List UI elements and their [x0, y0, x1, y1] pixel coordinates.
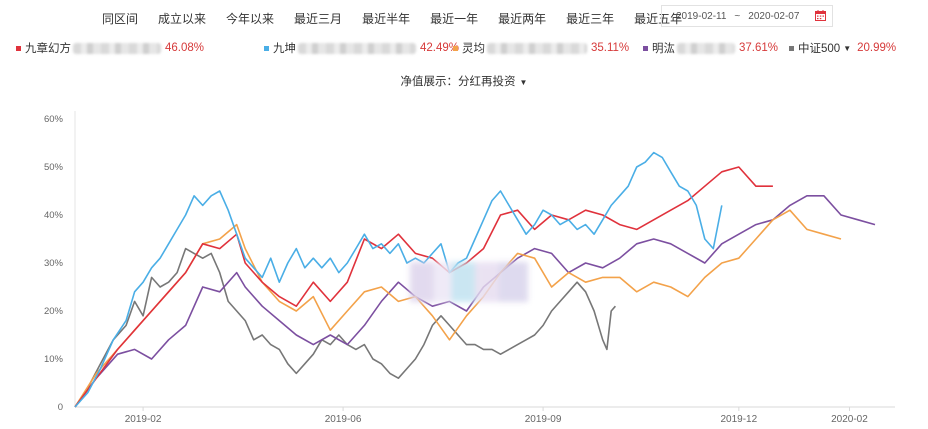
date-start[interactable]: 2019-02-11 — [676, 10, 727, 22]
legend-label: 明汯 — [652, 43, 675, 55]
x-tick-label: 2020-02 — [831, 414, 868, 425]
y-tick-label: 50% — [44, 162, 64, 173]
legend-item-lingjun[interactable]: 灵均 35.11% — [453, 40, 629, 56]
chevron-down-icon[interactable]: ▼ — [843, 43, 852, 53]
legend-label: 九坤 — [273, 43, 296, 55]
redaction-blur — [298, 42, 416, 54]
series-line-九坤 — [74, 151, 723, 408]
y-tick-label: 10% — [44, 354, 64, 365]
series-line-灵均 — [74, 209, 842, 408]
y-tick-label: 20% — [44, 306, 64, 317]
period-tab[interactable]: 成立以来 — [158, 12, 207, 26]
legend-return: 42.49% — [420, 42, 460, 54]
x-tick-label: 2019-09 — [525, 414, 562, 425]
period-tab[interactable]: 最近五年 — [634, 12, 683, 26]
nav-display-selector[interactable]: 净值展示：分红再投资 ▼ — [0, 73, 928, 89]
period-tab[interactable]: 最近一年 — [430, 12, 479, 26]
period-tab[interactable]: 同区间 — [102, 12, 139, 26]
legend-swatch — [643, 45, 648, 51]
date-end[interactable]: 2020-02-07 — [748, 10, 800, 22]
legend-swatch — [789, 45, 794, 51]
period-tab[interactable]: 最近半年 — [362, 12, 411, 26]
y-tick-label: 0 — [58, 402, 63, 413]
legend-label: 九章幻方 — [25, 43, 71, 55]
legend-label: 灵均 — [462, 43, 485, 55]
y-tick-label: 40% — [44, 210, 64, 221]
redaction-blur — [487, 42, 587, 54]
date-separator: ~ — [734, 10, 741, 22]
date-range-picker[interactable]: 2019-02-11 ~ 2020-02-07 — [661, 5, 833, 27]
series-line-九章幻方 — [74, 166, 773, 408]
nav-display-label: 净值展示：分红再投资 — [400, 76, 516, 88]
redaction-blur — [73, 42, 161, 54]
legend-return: 35.11% — [591, 42, 630, 54]
legend-swatch — [264, 45, 269, 51]
y-tick-label: 60% — [44, 114, 64, 125]
x-tick-label: 2019-06 — [325, 414, 362, 425]
legend-item-jiukun[interactable]: 九坤 42.49% — [264, 40, 459, 56]
x-tick-label: 2019-02 — [125, 414, 162, 425]
legend-label: 中证500 — [798, 43, 841, 55]
redaction-blur — [677, 42, 735, 54]
period-tab[interactable]: 最近三年 — [566, 12, 615, 26]
period-tab[interactable]: 今年以来 — [226, 12, 275, 26]
legend-return: 46.08% — [165, 42, 205, 54]
legend-item-minghong[interactable]: 明汯 37.61% — [643, 40, 778, 56]
legend-return: 20.99% — [857, 42, 897, 54]
period-tab[interactable]: 最近两年 — [498, 12, 547, 26]
calendar-icon[interactable] — [815, 10, 826, 21]
chevron-down-icon[interactable]: ▼ — [519, 78, 528, 87]
legend-item-jiuzhang[interactable]: 九章幻方 46.08% — [16, 40, 204, 56]
y-tick-label: 30% — [44, 258, 64, 269]
legend-swatch — [453, 45, 458, 51]
legend-return: 37.61% — [739, 42, 779, 54]
x-tick-label: 2019-12 — [720, 414, 757, 425]
period-tabs: 同区间 成立以来 今年以来 最近三月 最近半年 最近一年 最近两年 最近三年 最近五年 — [90, 6, 692, 31]
legend-item-csi500[interactable]: 中证500 ▼ 20.99% — [789, 40, 896, 56]
series-line-中证500 — [74, 247, 617, 408]
redaction-mosaic — [410, 262, 528, 302]
legend: 九章幻方 46.08% 九坤 42.49% 灵均 35.11% 明汯 37.61… — [0, 40, 928, 58]
period-tab[interactable]: 最近三月 — [294, 12, 343, 26]
legend-swatch — [16, 45, 21, 51]
